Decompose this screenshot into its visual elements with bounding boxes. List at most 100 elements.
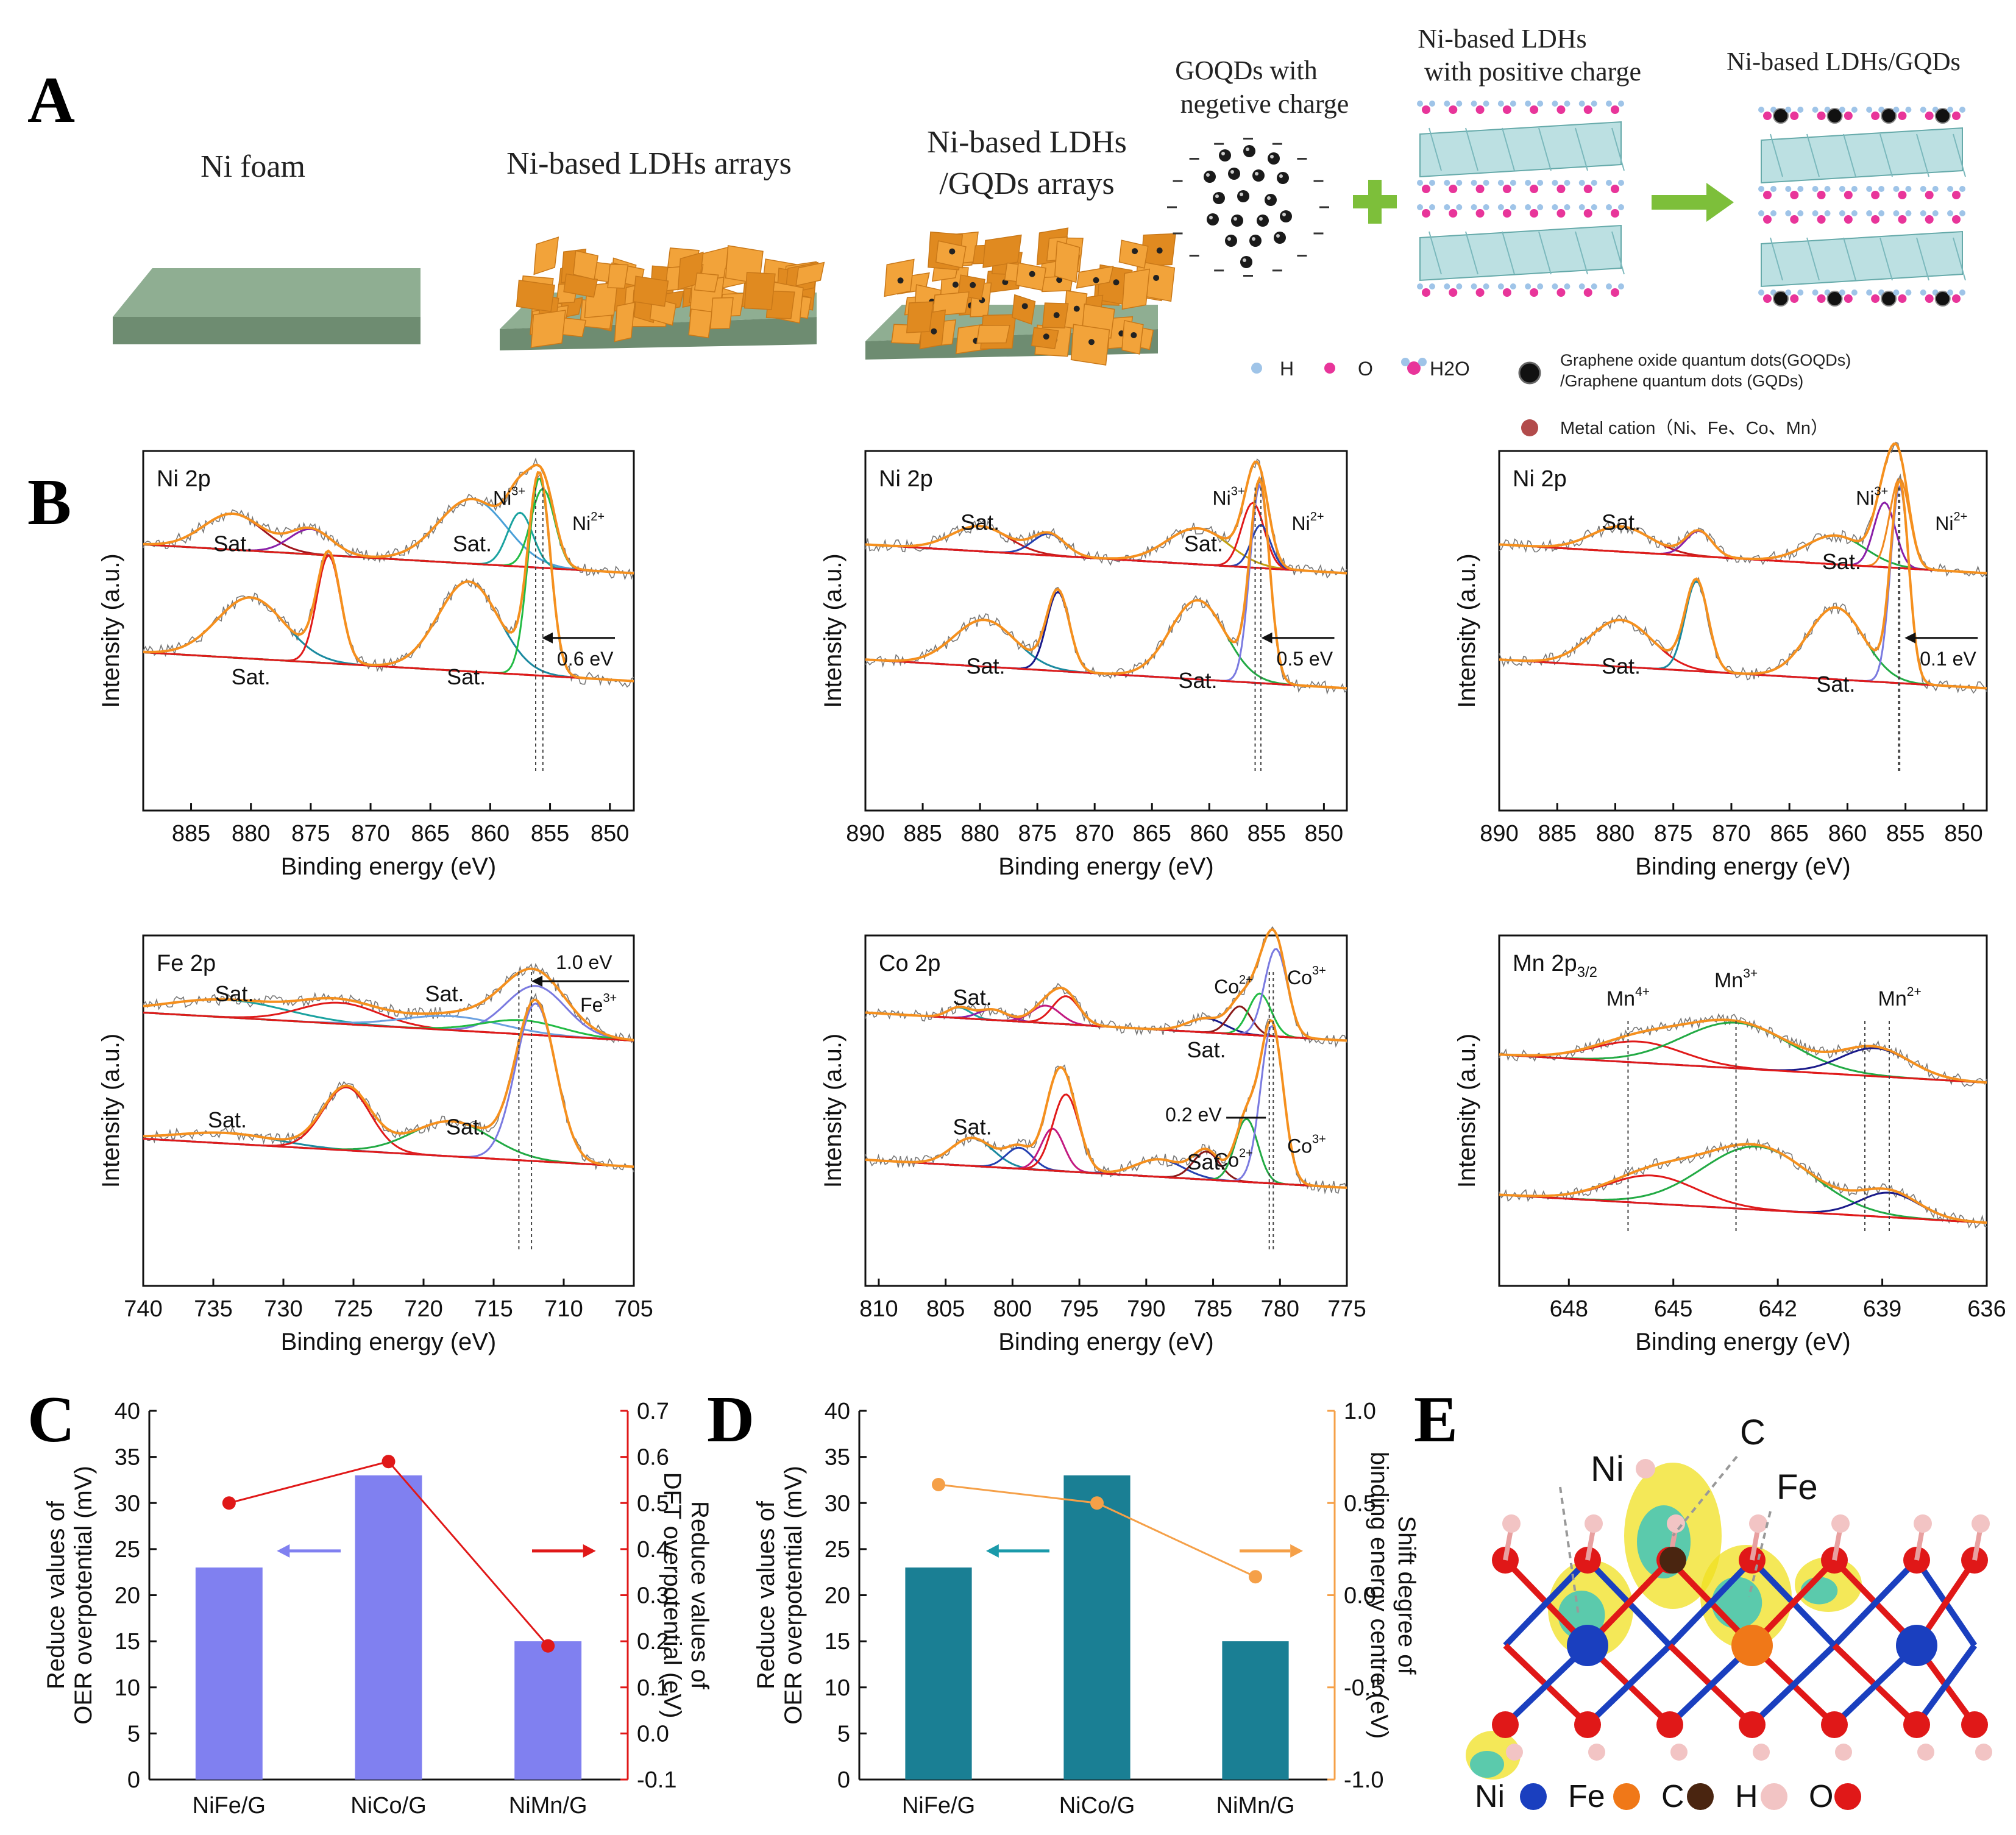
- hydrogen-atom: [1917, 1744, 1934, 1761]
- hydrogen-atom: [1483, 101, 1489, 107]
- ldh-flakes: [516, 236, 825, 349]
- hydrogen-atom: [1959, 289, 1965, 296]
- goqd-dot: [1240, 256, 1252, 268]
- hydrogen-atom: [1831, 1514, 1850, 1533]
- plus-sign: [1353, 180, 1397, 224]
- hydrogen-atom: [1552, 180, 1558, 186]
- ldh-flake: [1012, 294, 1036, 325]
- hydrogen-atom: [1878, 186, 1885, 192]
- oxygen-atom: [1583, 185, 1592, 193]
- left-axis-label-line2: OER overpotential (mV): [780, 1466, 807, 1725]
- plot-title: Ni 2p: [157, 466, 211, 492]
- x-tick-label: 715: [474, 1296, 513, 1322]
- ldh-flake: [982, 234, 1022, 268]
- hydrogen-atom: [1444, 180, 1450, 186]
- hydrogen-atom: [1866, 107, 1873, 113]
- x-tick-label: 642: [1758, 1296, 1797, 1322]
- left-tick-label: 10: [825, 1675, 850, 1701]
- hydrogen-atom: [1758, 107, 1764, 113]
- hydrogen-atom: [1510, 101, 1516, 107]
- oxygen-atom: [1817, 112, 1826, 120]
- hydrogen-atom: [1839, 289, 1845, 296]
- oxygen-atom: [1611, 185, 1619, 193]
- ni3-label: Ni3+: [1213, 485, 1245, 509]
- upper-background: [1499, 1054, 1987, 1084]
- hydrogen-atom: [1839, 186, 1845, 192]
- x-tick-label: 735: [194, 1296, 232, 1322]
- goqd-dot: [1274, 232, 1286, 244]
- legend-h2o: H2O: [1430, 358, 1470, 380]
- hydrogen-atom: [1785, 186, 1792, 192]
- left-axis-label-line1: Reduce values of: [43, 1500, 69, 1689]
- hydrogen-atom: [1525, 204, 1532, 210]
- ldh-edge: [1538, 231, 1552, 275]
- oxygen-atom: [1530, 209, 1539, 218]
- hydrogen-atom: [1618, 204, 1624, 210]
- right-tick-label: 0.7: [637, 1399, 669, 1424]
- oxygen-atom: [1961, 1711, 1988, 1738]
- goqd-dot: [1237, 190, 1249, 202]
- bond: [1750, 1643, 1837, 1727]
- shift-arrowhead: [531, 976, 543, 987]
- satellite-label: Sat.: [1822, 549, 1861, 574]
- gqd-particle: [1881, 108, 1897, 124]
- oxygen-atom: [1556, 209, 1566, 218]
- oxygen-atom: [1871, 191, 1880, 199]
- gqd-dot: [1073, 305, 1080, 312]
- x-tick-label: 890: [846, 821, 884, 847]
- right-tick-label: 0.6: [637, 1445, 669, 1471]
- ldh-flake: [607, 263, 629, 289]
- right-tick-label: 0.5: [637, 1491, 669, 1516]
- hydrogen-atom: [1456, 180, 1463, 186]
- hydrogen-atom: [1456, 101, 1463, 107]
- hydrogen-atom: [1471, 180, 1477, 186]
- oxygen-atom: [1422, 288, 1430, 297]
- satellite-label: Sat.: [1184, 531, 1223, 556]
- ldh-flake: [744, 272, 776, 310]
- plot-title: Co 2p: [879, 951, 940, 976]
- goqd-highlight: [1240, 193, 1243, 196]
- hydrogen-atom: [1429, 283, 1435, 289]
- line-point-NiCo/G: [382, 1455, 396, 1469]
- gqd-particle: [1773, 108, 1789, 124]
- x-tick-label: 730: [264, 1296, 302, 1322]
- hydrogen-atom: [1905, 289, 1912, 296]
- goqd-highlight: [1215, 194, 1219, 198]
- shift-arrowhead: [542, 632, 553, 644]
- ldh-edge: [1953, 237, 1966, 281]
- line-point-NiFe/G: [222, 1496, 236, 1510]
- goqd-dot: [1207, 213, 1219, 225]
- ni-atom: [1896, 1625, 1937, 1666]
- goqd-dot: [1257, 215, 1269, 227]
- gqd-particle: [1826, 108, 1843, 124]
- dft-charge-density-structure: Ni C Fe: [1466, 1413, 1992, 1780]
- x-tick-label: 795: [1060, 1296, 1098, 1322]
- goqd-dot: [1231, 215, 1243, 227]
- ldh-edge: [1465, 127, 1478, 171]
- ldh-flake: [516, 279, 555, 313]
- oxygen-atom: [1817, 191, 1826, 199]
- hydrogen-atom: [1591, 204, 1597, 210]
- hydrogen-atom: [1618, 101, 1624, 107]
- oxygen-atom: [1739, 1711, 1766, 1738]
- oxygen-atom: [1449, 288, 1458, 297]
- ldh-edge: [1806, 133, 1820, 177]
- lower-envelope: [1499, 1143, 1987, 1224]
- charge-density-cyan: [1470, 1751, 1504, 1778]
- legend-swatch-Ni: [1520, 1783, 1547, 1810]
- ldh-edge: [1916, 237, 1929, 281]
- oxygen-atom: [1611, 209, 1619, 218]
- hydrogen-atom: [1578, 180, 1585, 186]
- goqd-highlight: [1267, 196, 1271, 200]
- oxygen-atom: [1574, 1711, 1601, 1738]
- hydrogen-atom: [1920, 210, 1926, 216]
- left-tick-label: 30: [825, 1491, 850, 1516]
- right-tick-label: 0.1: [637, 1675, 669, 1701]
- ldh-edge: [1429, 231, 1442, 275]
- oxygen-atom: [1502, 288, 1511, 297]
- hydrogen-atom: [1578, 283, 1585, 289]
- gqd-dot: [1130, 332, 1137, 338]
- upper-envelope: [1499, 1018, 1987, 1084]
- ldh-flake: [1076, 266, 1114, 289]
- hydrogen-atom: [1444, 204, 1450, 210]
